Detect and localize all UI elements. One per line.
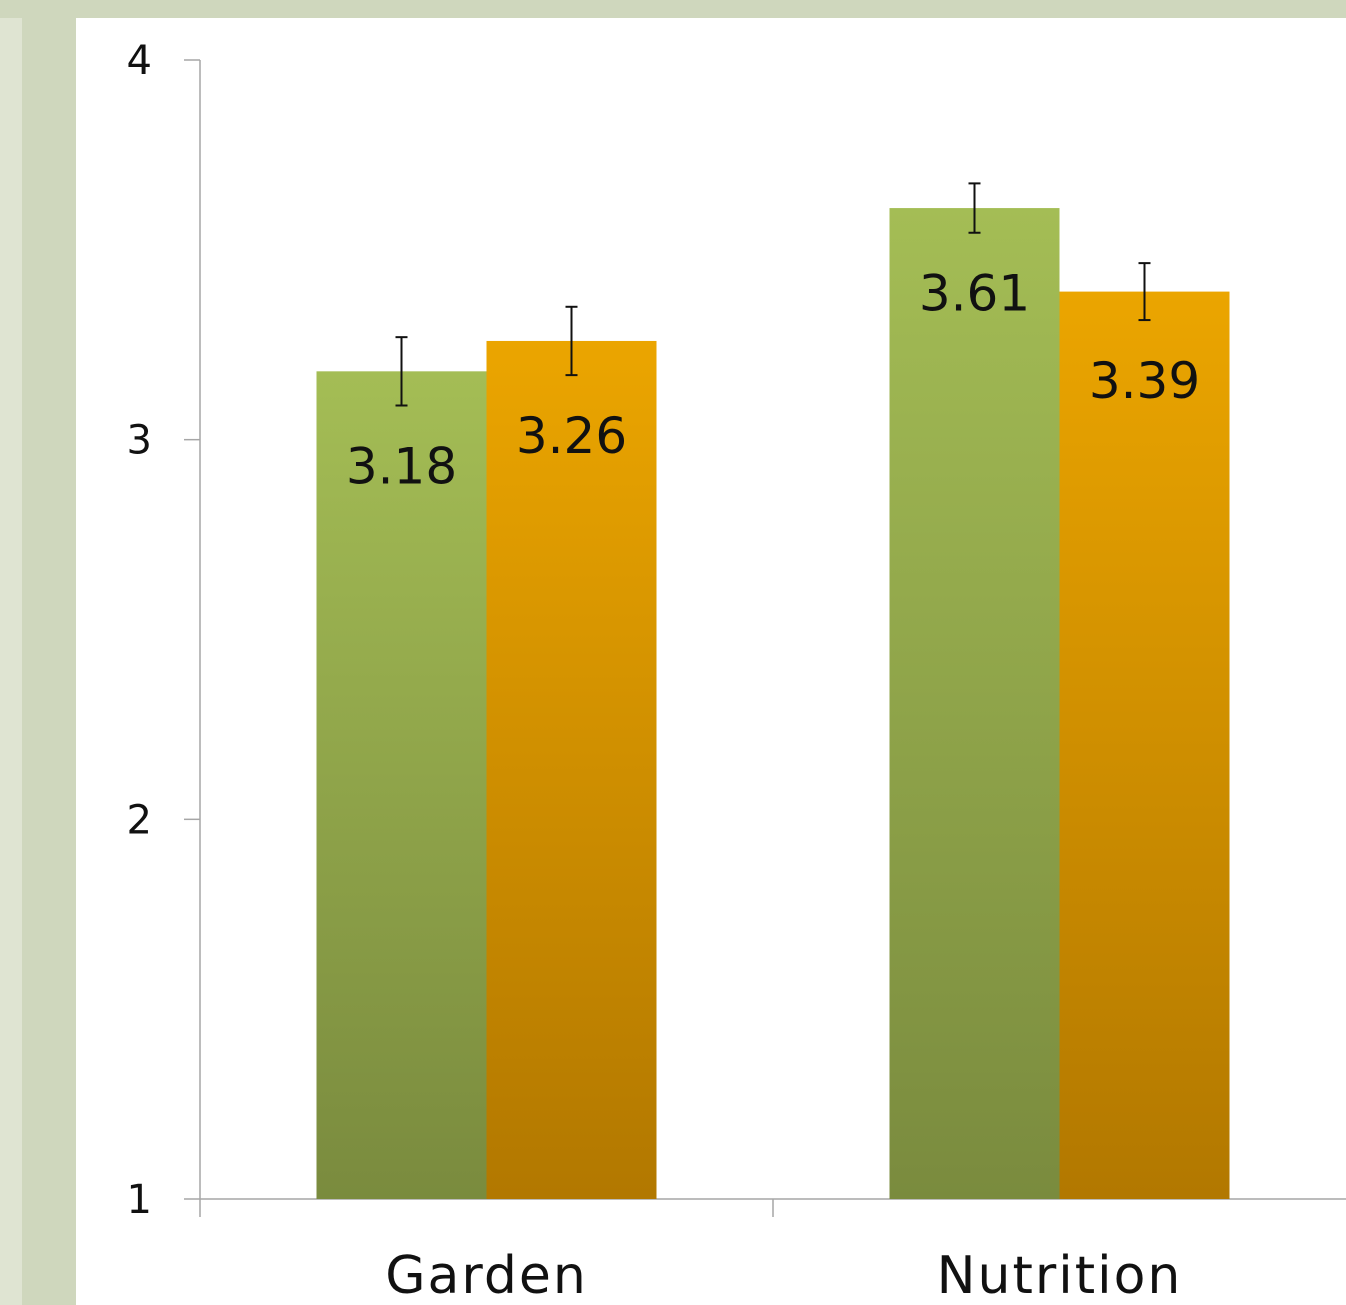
y-tick-label: 4 (127, 38, 152, 84)
bar (486, 340, 657, 1199)
bars (316, 182, 1230, 1199)
bar (316, 371, 487, 1199)
y-tick-label: 2 (127, 797, 152, 843)
slide-frame-top (0, 0, 1346, 18)
y-tick-label: 3 (127, 418, 152, 464)
data-label: 3.61 (919, 265, 1030, 323)
data-label: 3.26 (516, 407, 627, 465)
data-label: 3.39 (1089, 352, 1200, 410)
x-category-label: Garden (385, 1246, 588, 1305)
slide-frame-strip (0, 18, 22, 1305)
bar (889, 208, 1060, 1199)
bar (1059, 291, 1230, 1199)
data-label: 3.18 (346, 437, 457, 495)
x-category-label: Nutrition (937, 1246, 1183, 1305)
labels: 1 2 3 4 3.18 3.26 Garden 3.61 3.39 Nutrition (127, 38, 1201, 1305)
y-tick-label: 1 (127, 1177, 152, 1223)
